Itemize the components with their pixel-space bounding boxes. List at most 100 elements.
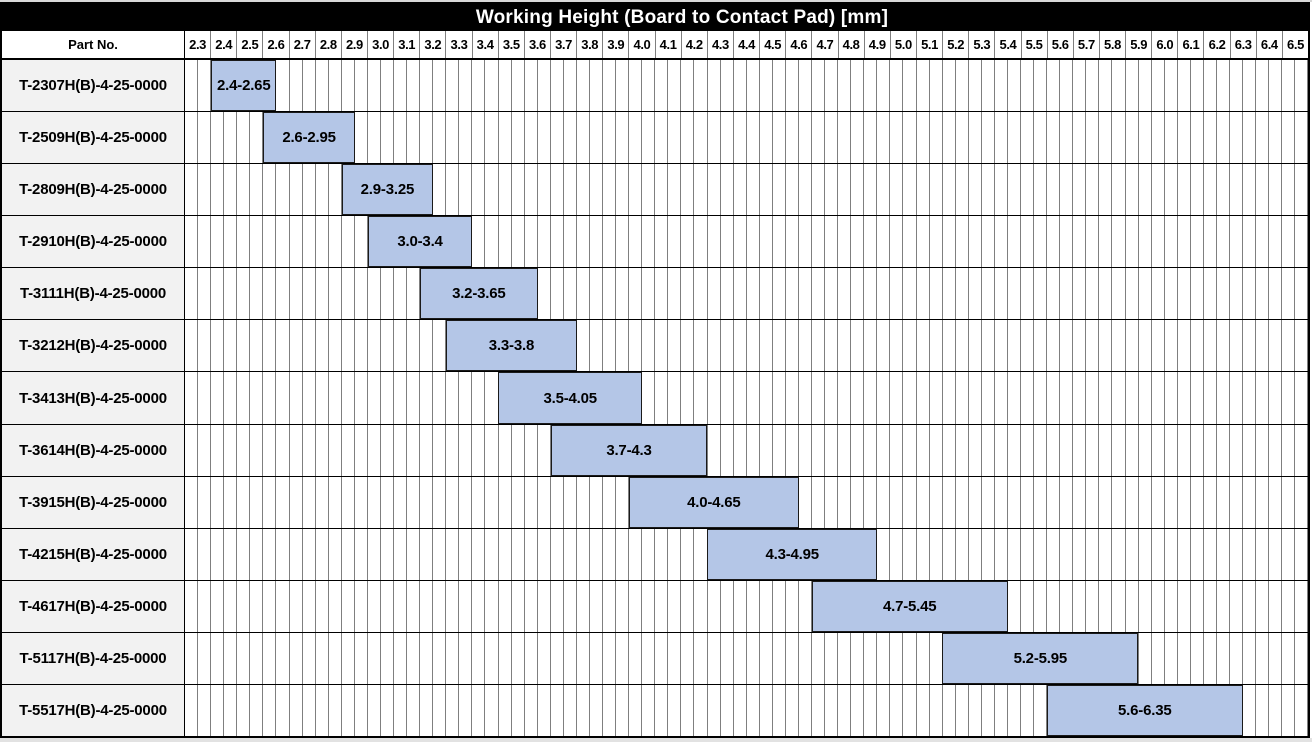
grid-cell <box>1086 216 1100 268</box>
grid-cell <box>812 268 826 320</box>
grid-cell <box>1126 164 1139 216</box>
grid-cell <box>381 112 394 164</box>
grid-cell <box>930 684 943 737</box>
grid-cell <box>747 424 760 476</box>
grid-cell <box>1256 216 1270 268</box>
grid-cell <box>982 424 995 476</box>
grid-cell <box>1217 268 1230 320</box>
grid-cell <box>316 216 329 268</box>
grid-cell <box>1060 476 1074 528</box>
grid-cell <box>198 684 212 737</box>
grid-cell <box>1256 424 1270 476</box>
grid-cell <box>1191 528 1204 580</box>
part-no-cell: T-3413H(B)-4-25-0000 <box>2 372 185 424</box>
grid-cell <box>917 320 930 372</box>
grid-cell <box>250 372 264 424</box>
axis-tick-label: 2.8 <box>316 31 342 58</box>
grid-cell <box>903 528 917 580</box>
grid-cell <box>1178 476 1191 528</box>
grid-cell <box>329 580 342 632</box>
grid-cell <box>472 528 486 580</box>
grid-cell <box>1243 424 1257 476</box>
grid-cell <box>394 112 408 164</box>
grid-cell <box>329 476 342 528</box>
axis-tick-label: 3.8 <box>577 31 604 58</box>
grid-cell <box>1295 60 1309 112</box>
grid-cell <box>420 320 434 372</box>
grid-cell <box>394 528 408 580</box>
grid-cell <box>1269 632 1283 684</box>
grid-cell <box>1282 372 1296 424</box>
grid-cell <box>237 112 251 164</box>
axis-tick-label: 4.1 <box>656 31 682 58</box>
grid-cell <box>642 580 656 632</box>
grid-cell <box>446 164 460 216</box>
grid-cell <box>316 476 329 528</box>
grid-cell <box>1217 216 1230 268</box>
grid-cell <box>747 684 760 737</box>
grid-cell <box>629 580 643 632</box>
grid-cell <box>943 268 956 320</box>
grid-cell <box>825 320 839 372</box>
grid-cell <box>629 60 643 112</box>
grid-cell <box>1073 60 1087 112</box>
grid-cell <box>237 632 251 684</box>
grid-cell <box>786 60 799 112</box>
row-grid: 3.5-4.05 <box>185 372 1309 424</box>
grid-cell <box>903 216 917 268</box>
grid-cell <box>917 528 930 580</box>
part-no-cell: T-4215H(B)-4-25-0000 <box>2 528 185 580</box>
grid-cell <box>1282 424 1296 476</box>
grid-cell <box>342 60 355 112</box>
grid-cell <box>734 632 747 684</box>
grid-cell <box>642 216 656 268</box>
axis-tick-label: 4.2 <box>682 31 708 58</box>
grid-cell <box>721 60 734 112</box>
grid-cell <box>642 268 656 320</box>
grid-cell <box>1112 476 1126 528</box>
grid-cell <box>512 632 525 684</box>
grid-cell <box>538 476 551 528</box>
grid-cell <box>1165 60 1178 112</box>
grid-cell <box>642 372 656 424</box>
grid-cell <box>1047 580 1061 632</box>
grid-cell <box>512 60 525 112</box>
grid-cell <box>969 684 982 737</box>
range-bar: 4.0-4.65 <box>628 476 799 528</box>
grid-cell <box>760 580 773 632</box>
grid-cell <box>525 60 538 112</box>
grid-cell <box>773 684 786 737</box>
grid-cell <box>1139 632 1152 684</box>
grid-cell <box>917 60 930 112</box>
range-bar: 5.6-6.35 <box>1046 684 1243 737</box>
grid-cell <box>459 60 473 112</box>
grid-cell <box>1178 320 1191 372</box>
grid-cell <box>1021 372 1035 424</box>
grid-cell <box>982 476 995 528</box>
grid-cell <box>342 372 355 424</box>
grid-cell <box>564 476 577 528</box>
grid-cell <box>316 60 329 112</box>
grid-cell <box>263 164 277 216</box>
grid-cell <box>694 580 708 632</box>
table-row: T-5517H(B)-4-25-0000 5.6-6.35 <box>2 683 1309 737</box>
grid-cell <box>590 216 603 268</box>
grid-cell <box>433 372 447 424</box>
axis-tick-label: 5.7 <box>1074 31 1100 58</box>
grid-cell <box>943 112 956 164</box>
axis-tick-label: 3.1 <box>394 31 421 58</box>
grid-cell <box>329 164 342 216</box>
grid-cell <box>420 60 434 112</box>
top-edge-strip <box>0 0 1312 2</box>
grid-cell <box>499 632 512 684</box>
grid-cell <box>668 216 682 268</box>
grid-cell <box>917 476 930 528</box>
grid-cell <box>355 216 368 268</box>
grid-cell <box>224 580 238 632</box>
grid-cell <box>708 112 721 164</box>
grid-cell <box>642 112 656 164</box>
grid-cell <box>1178 424 1191 476</box>
grid-cell <box>851 112 865 164</box>
grid-cell <box>407 580 421 632</box>
grid-cell <box>420 476 434 528</box>
